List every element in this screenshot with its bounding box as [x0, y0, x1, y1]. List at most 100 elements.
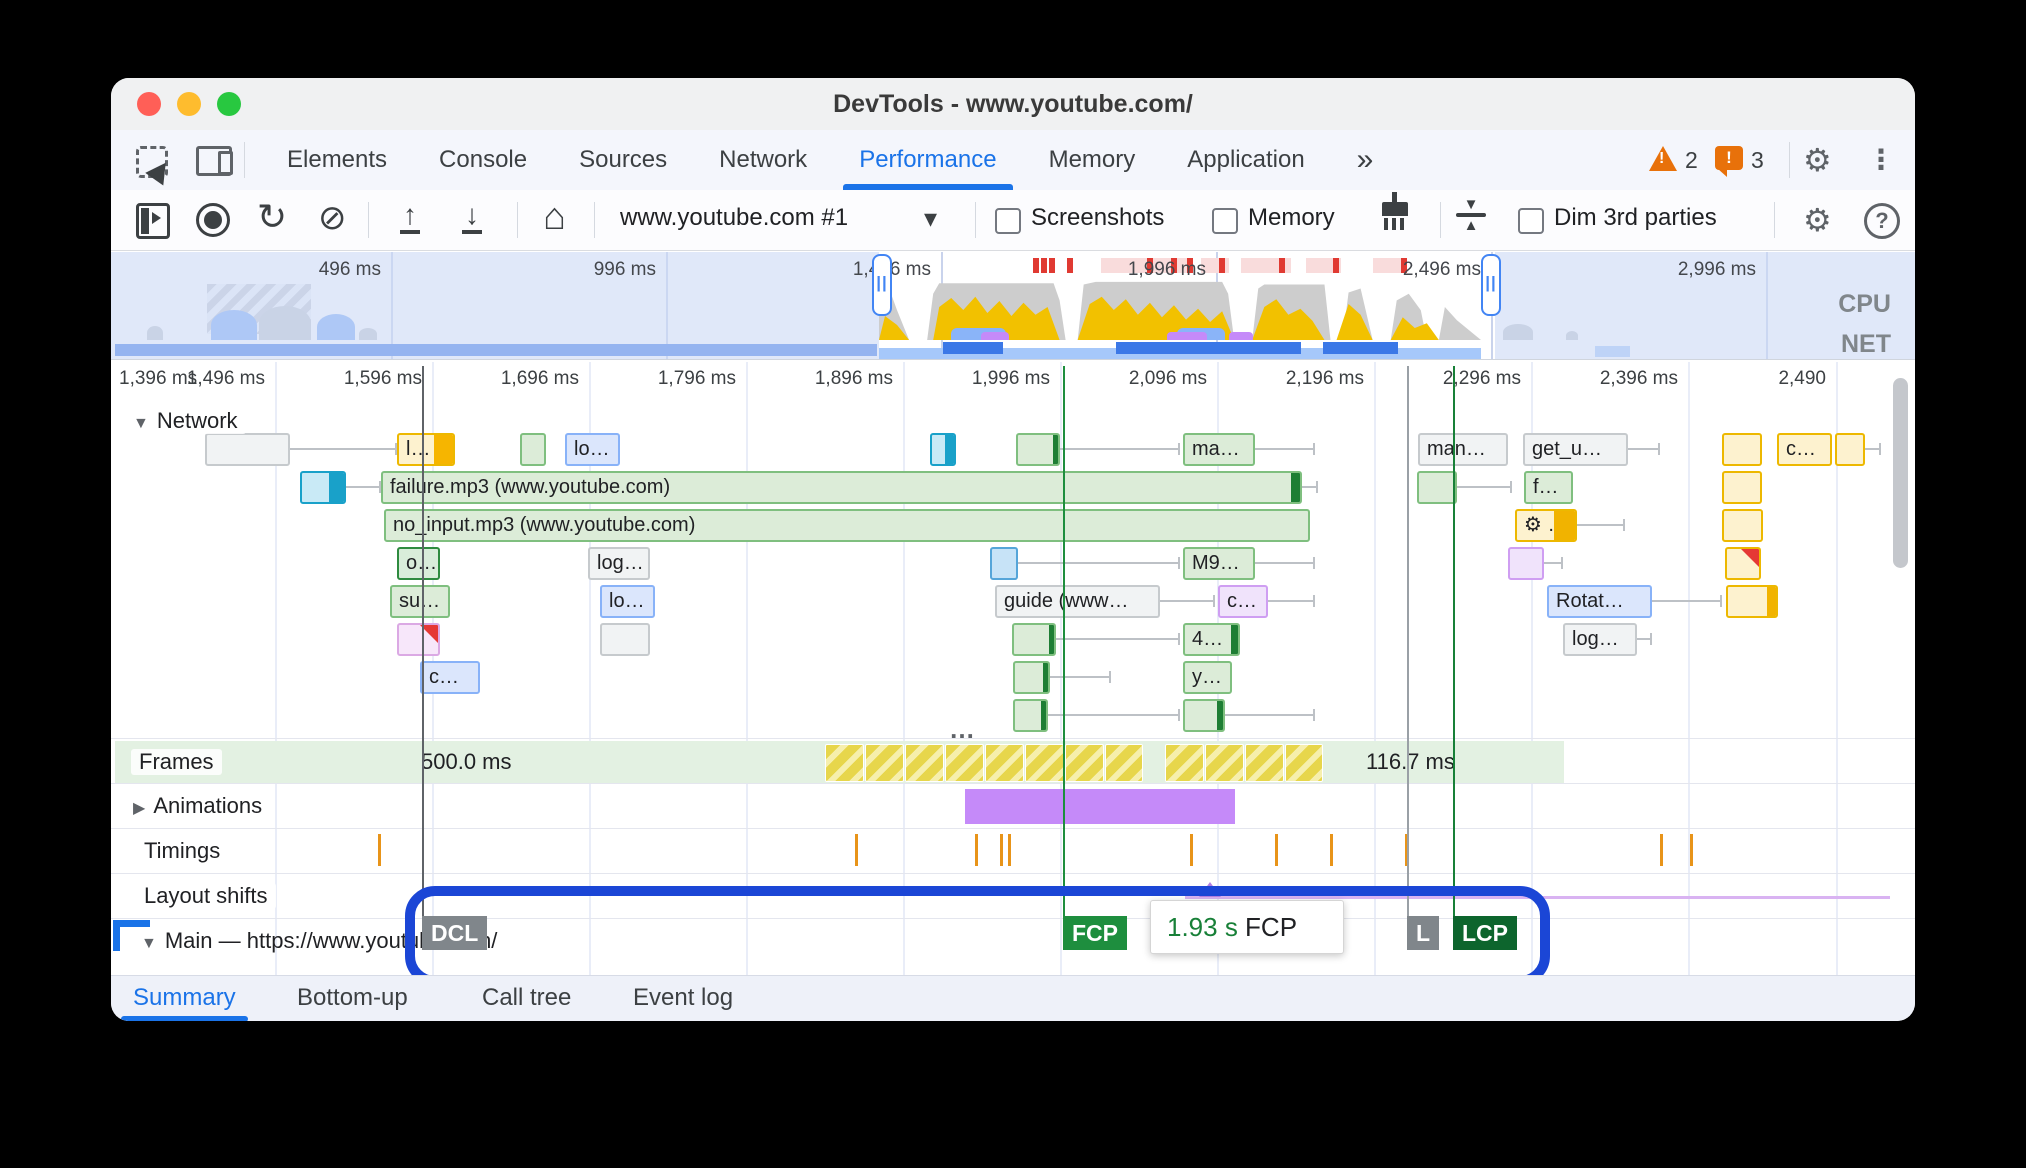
timing-mark[interactable] [1690, 834, 1693, 866]
screenshots-checkbox[interactable] [995, 208, 1021, 234]
network-request[interactable] [1012, 623, 1056, 656]
details-tab-bottom-up[interactable]: Bottom-up [297, 984, 408, 1011]
network-request[interactable]: su… [390, 585, 450, 618]
network-request[interactable]: o… [397, 547, 440, 580]
partial-frame[interactable] [1025, 744, 1065, 782]
network-request[interactable] [1722, 471, 1762, 504]
capture-settings-gear-icon[interactable]: ⚙ [1803, 202, 1832, 238]
network-request[interactable]: f… [1524, 471, 1573, 504]
timing-mark[interactable] [1660, 834, 1663, 866]
more-options-icon[interactable]: ⋮ [1867, 144, 1895, 175]
timing-mark[interactable] [1405, 834, 1408, 866]
marker-badge-lcp[interactable]: LCP [1453, 916, 1517, 950]
help-icon[interactable]: ? [1864, 203, 1900, 239]
warning-count[interactable]: 2 [1685, 147, 1698, 173]
network-request[interactable] [1722, 433, 1762, 466]
partial-frame[interactable] [1165, 744, 1204, 782]
expand-triangle-icon[interactable]: ▶ [133, 800, 146, 817]
network-request[interactable]: log… [1563, 623, 1637, 656]
network-request[interactable] [1013, 661, 1050, 694]
network-request[interactable] [990, 547, 1018, 580]
network-request[interactable] [1725, 547, 1761, 580]
network-request[interactable] [300, 471, 346, 504]
details-tab-event-log[interactable]: Event log [633, 984, 734, 1011]
tab-console[interactable]: Console [439, 146, 528, 173]
network-request[interactable]: guide (www… [995, 585, 1160, 618]
network-request[interactable] [930, 433, 956, 466]
close-window-button[interactable] [137, 92, 161, 116]
network-request[interactable]: no_input.mp3 (www.youtube.com) [384, 509, 1310, 542]
timing-mark[interactable] [1330, 834, 1333, 866]
partial-frame[interactable] [1205, 744, 1244, 782]
partial-frame[interactable] [865, 744, 904, 782]
marker-badge-fcp[interactable]: FCP [1063, 916, 1127, 950]
settings-gear-icon[interactable]: ⚙ [1803, 142, 1832, 178]
tab-application[interactable]: Application [1187, 146, 1305, 173]
partial-frame[interactable] [905, 744, 944, 782]
selection-handle-left[interactable]: || [872, 254, 892, 316]
network-request[interactable]: Rotat… [1547, 585, 1652, 618]
network-request[interactable]: l… [397, 433, 455, 466]
minimize-window-button[interactable] [177, 92, 201, 116]
network-request[interactable] [397, 623, 440, 656]
tab-network[interactable]: Network [719, 146, 808, 173]
marker-badge-l[interactable]: L [1407, 916, 1440, 950]
tab-memory[interactable]: Memory [1048, 146, 1136, 173]
network-request[interactable]: man… [1418, 433, 1508, 466]
partial-frame[interactable] [985, 744, 1024, 782]
network-request[interactable] [1013, 699, 1048, 732]
warning-icon[interactable] [1649, 146, 1677, 171]
details-tab-call-tree[interactable]: Call tree [482, 984, 572, 1011]
network-track-header[interactable]: ▼ Network [125, 408, 246, 434]
network-request[interactable]: lo… [600, 585, 655, 618]
network-request[interactable] [520, 433, 546, 466]
timing-mark[interactable] [378, 834, 381, 866]
collapse-triangle-icon[interactable]: ▼ [141, 935, 157, 952]
network-request[interactable]: c… [1777, 433, 1832, 466]
timing-mark[interactable] [1275, 834, 1278, 866]
animation-bar[interactable] [965, 789, 1235, 824]
network-resize-handle[interactable]: … [949, 714, 978, 744]
vertical-scrollbar[interactable] [1893, 378, 1908, 568]
collapse-sections-icon[interactable]: ▼ ▲ [1456, 197, 1486, 233]
network-request[interactable]: log… [588, 547, 650, 580]
collapse-triangle-icon[interactable]: ▼ [133, 415, 149, 432]
timing-mark[interactable] [855, 834, 858, 866]
reload-and-record-icon[interactable]: ↻ [257, 196, 288, 237]
chevron-down-icon[interactable]: ▾ [924, 203, 938, 233]
layout-shifts-track-label[interactable]: Layout shifts [136, 883, 276, 909]
tab-sources[interactable]: Sources [579, 146, 668, 173]
dim-3rd-parties-checkbox[interactable] [1518, 208, 1544, 234]
partial-frame[interactable] [1285, 744, 1323, 782]
details-tab-summary[interactable]: Summary [121, 976, 248, 1021]
upload-profile-icon[interactable]: ↑ [400, 200, 420, 234]
marker-badge-dcl[interactable]: DCL [422, 916, 488, 950]
network-request[interactable]: get_u… [1523, 433, 1628, 466]
screenshots-label[interactable]: Screenshots [1031, 204, 1165, 231]
network-request[interactable] [1016, 433, 1060, 466]
memory-checkbox[interactable] [1212, 208, 1238, 234]
tab-performance[interactable]: Performance [833, 130, 1022, 190]
network-request[interactable] [1722, 509, 1763, 542]
partial-frame[interactable] [1245, 744, 1284, 782]
device-toolbar-icon[interactable] [196, 146, 233, 176]
dim-3rd-parties-label[interactable]: Dim 3rd parties [1554, 204, 1717, 231]
network-request[interactable]: y… [1183, 661, 1232, 694]
more-tabs-icon[interactable]: » [1356, 143, 1374, 176]
network-request[interactable] [1183, 699, 1225, 732]
home-icon[interactable]: ⌂ [543, 196, 566, 238]
network-request[interactable] [1508, 547, 1544, 580]
partial-frame[interactable] [825, 744, 864, 782]
network-request[interactable]: c… [1218, 585, 1268, 618]
memory-label[interactable]: Memory [1248, 204, 1335, 231]
network-request[interactable] [205, 433, 290, 466]
frames-track-label[interactable]: Frames [131, 749, 222, 775]
inspect-element-icon[interactable] [136, 146, 168, 178]
selection-handle-right[interactable]: || [1481, 254, 1501, 316]
tab-elements[interactable]: Elements [287, 146, 388, 173]
network-request[interactable] [1835, 433, 1865, 466]
timing-mark[interactable] [1000, 834, 1003, 866]
network-request[interactable]: lo… [565, 433, 620, 466]
issue-count[interactable]: 3 [1751, 147, 1764, 173]
animations-track-header[interactable]: ▶ Animations [125, 793, 271, 819]
